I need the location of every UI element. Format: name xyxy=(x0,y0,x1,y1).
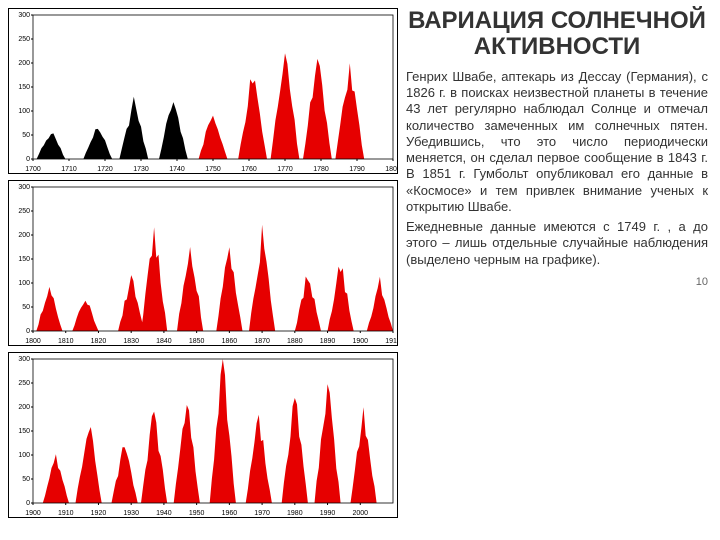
paragraph-2: Ежедневные данные имеются с 1749 г. , а … xyxy=(406,219,708,268)
svg-text:100: 100 xyxy=(18,280,30,287)
page-title: ВАРИАЦИЯ СОЛНЕЧНОЙ АКТИВНОСТИ xyxy=(406,8,708,61)
svg-text:150: 150 xyxy=(18,256,30,263)
chart-1: 0 50 100 150 200 250 300 1700 1710 1720 1730 1740 17… xyxy=(8,8,398,174)
svg-text:1930: 1930 xyxy=(123,510,139,517)
svg-text:200: 200 xyxy=(18,404,30,411)
svg-text:1730: 1730 xyxy=(133,166,149,173)
chart-2: 0 50 100 150 200 250 300 1800 1810 1820 1830 1840 18… xyxy=(8,180,398,346)
svg-text:1790: 1790 xyxy=(349,166,365,173)
svg-text:300: 300 xyxy=(18,184,30,191)
svg-text:1880: 1880 xyxy=(287,338,303,345)
svg-text:50: 50 xyxy=(22,132,30,139)
svg-text:1980: 1980 xyxy=(287,510,303,517)
svg-text:0: 0 xyxy=(26,328,30,335)
page: 0501001502002503001700171017201730174017… xyxy=(0,0,720,540)
svg-text:250: 250 xyxy=(18,380,30,387)
svg-text:1720: 1720 xyxy=(97,166,113,173)
svg-text:0: 0 xyxy=(26,500,30,507)
svg-text:1910: 1910 xyxy=(58,510,74,517)
svg-text:1990: 1990 xyxy=(320,510,336,517)
svg-text:1740: 1740 xyxy=(169,166,185,173)
svg-text:100: 100 xyxy=(18,452,30,459)
svg-text:1900: 1900 xyxy=(25,510,41,517)
chart-3: 0 50 100 150 200 250 300 1900 1910 1920 1930 1940 19… xyxy=(8,352,398,518)
svg-text:1710: 1710 xyxy=(61,166,77,173)
svg-text:1950: 1950 xyxy=(189,510,205,517)
svg-text:1890: 1890 xyxy=(320,338,336,345)
svg-text:1800: 1800 xyxy=(385,166,397,173)
svg-text:1760: 1760 xyxy=(241,166,257,173)
svg-text:1920: 1920 xyxy=(91,510,107,517)
svg-text:1750: 1750 xyxy=(205,166,221,173)
svg-text:200: 200 xyxy=(18,232,30,239)
svg-text:150: 150 xyxy=(18,84,30,91)
svg-text:150: 150 xyxy=(18,428,30,435)
svg-text:1830: 1830 xyxy=(123,338,139,345)
svg-text:1860: 1860 xyxy=(222,338,238,345)
svg-text:1810: 1810 xyxy=(58,338,74,345)
svg-text:1780: 1780 xyxy=(313,166,329,173)
svg-text:50: 50 xyxy=(22,476,30,483)
svg-text:1870: 1870 xyxy=(254,338,270,345)
svg-text:1850: 1850 xyxy=(189,338,205,345)
svg-text:250: 250 xyxy=(18,208,30,215)
svg-text:1900: 1900 xyxy=(352,338,368,345)
svg-text:250: 250 xyxy=(18,36,30,43)
svg-text:300: 300 xyxy=(18,12,30,19)
body-text: Генрих Швабе, аптекарь из Дессау (Герман… xyxy=(406,69,708,268)
svg-text:50: 50 xyxy=(22,304,30,311)
svg-text:1840: 1840 xyxy=(156,338,172,345)
svg-text:1970: 1970 xyxy=(254,510,270,517)
svg-text:2000: 2000 xyxy=(352,510,368,517)
svg-text:0: 0 xyxy=(26,156,30,163)
svg-text:1940: 1940 xyxy=(156,510,172,517)
svg-text:1960: 1960 xyxy=(222,510,238,517)
svg-text:300: 300 xyxy=(18,356,30,363)
svg-text:1770: 1770 xyxy=(277,166,293,173)
svg-text:1700: 1700 xyxy=(25,166,41,173)
page-number: 10 xyxy=(406,276,708,288)
text-column: ВАРИАЦИЯ СОЛНЕЧНОЙ АКТИВНОСТИ Генрих Шва… xyxy=(402,0,720,540)
svg-text:1800: 1800 xyxy=(25,338,41,345)
svg-text:1820: 1820 xyxy=(91,338,107,345)
svg-text:1910: 1910 xyxy=(385,338,397,345)
charts-column: 0 50 100 150 200 250 300 1700 1710 1720 1730 1740 17… xyxy=(0,0,402,540)
paragraph-1: Генрих Швабе, аптекарь из Дессау (Герман… xyxy=(406,69,708,215)
svg-text:200: 200 xyxy=(18,60,30,67)
svg-text:100: 100 xyxy=(18,108,30,115)
